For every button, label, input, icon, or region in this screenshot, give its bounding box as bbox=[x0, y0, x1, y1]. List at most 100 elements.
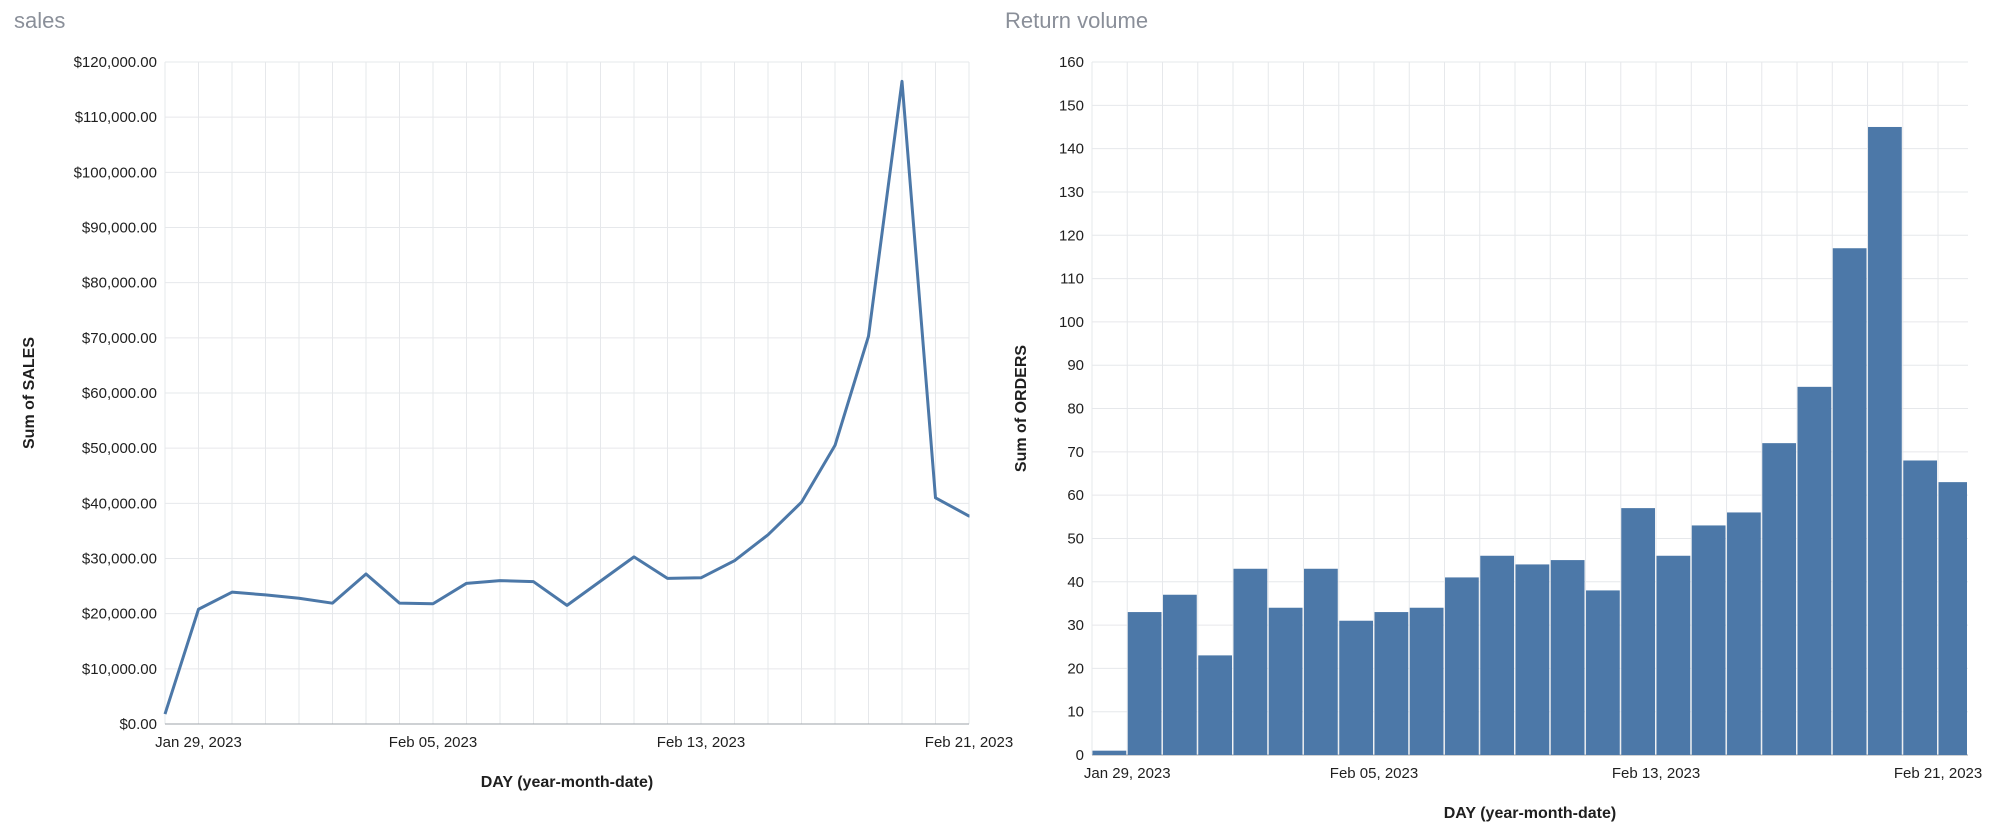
sales-y-tick-label: $100,000.00 bbox=[74, 164, 157, 181]
returns-bar bbox=[1938, 482, 1967, 755]
returns-bar bbox=[1621, 508, 1656, 755]
sales-data-point bbox=[464, 580, 470, 586]
sales-y-tick-label: $80,000.00 bbox=[82, 275, 157, 292]
sales-y-tick-label: $0.00 bbox=[119, 716, 157, 733]
returns-y-tick-label: 90 bbox=[1067, 357, 1084, 374]
returns-y-tick-label: 100 bbox=[1059, 314, 1084, 331]
sales-data-point bbox=[665, 575, 671, 581]
returns-bar bbox=[1550, 560, 1585, 755]
sales-y-tick-label: $30,000.00 bbox=[82, 551, 157, 568]
returns-y-tick-label: 70 bbox=[1067, 444, 1084, 461]
sales-x-tick-label: Feb 13, 2023 bbox=[657, 734, 745, 751]
sales-data-point bbox=[430, 601, 436, 607]
returns-y-tick-label: 30 bbox=[1067, 617, 1084, 634]
sales-data-point bbox=[933, 495, 939, 501]
returns-bar bbox=[1163, 594, 1197, 755]
returns-bar bbox=[1409, 607, 1444, 755]
sales-data-point bbox=[799, 499, 805, 505]
returns-y-tick-label: 110 bbox=[1060, 271, 1084, 288]
returns-bar bbox=[1727, 512, 1761, 755]
returns-y-tick-label: 60 bbox=[1067, 487, 1084, 504]
sales-data-point bbox=[229, 589, 235, 595]
sales-y-axis-title: Sum of SALES bbox=[21, 337, 38, 449]
sales-data-point bbox=[196, 606, 202, 612]
sales-data-point bbox=[397, 600, 403, 606]
returns-y-tick-label: 160 bbox=[1059, 54, 1084, 71]
sales-data-point bbox=[363, 571, 369, 577]
sales-x-axis-title: DAY (year-month-date) bbox=[481, 774, 653, 791]
returns-y-axis-title: Sum of ORDERS bbox=[1013, 345, 1030, 472]
sales-data-point bbox=[631, 554, 637, 560]
sales-data-point bbox=[967, 513, 973, 519]
sales-data-point bbox=[263, 592, 269, 598]
sales-data-point bbox=[330, 600, 336, 606]
returns-bar bbox=[1762, 443, 1797, 755]
returns-y-tick-label: 50 bbox=[1067, 530, 1084, 547]
sales-x-tick-label: Feb 21, 2023 bbox=[925, 734, 1013, 751]
returns-y-tick-label: 40 bbox=[1067, 574, 1084, 591]
returns-bar bbox=[1903, 460, 1938, 755]
sales-y-tick-label: $40,000.00 bbox=[82, 495, 157, 512]
returns-y-tick-label: 20 bbox=[1067, 660, 1084, 677]
sales-y-tick-label: $20,000.00 bbox=[82, 606, 157, 623]
sales-data-point bbox=[296, 595, 302, 601]
returns-bar bbox=[1797, 386, 1832, 755]
returns-bar bbox=[1268, 607, 1303, 755]
sales-data-point bbox=[765, 532, 771, 538]
returns-bar bbox=[1233, 568, 1268, 755]
returns-x-tick-label: Feb 13, 2023 bbox=[1612, 765, 1700, 782]
sales-data-point bbox=[162, 711, 168, 717]
returns-bar bbox=[1304, 568, 1338, 755]
return-volume-chart-panel: Return volume 0 10 20 30 40 50 60 70 80 90 100 110 1… bbox=[1005, 8, 1982, 822]
returns-bar bbox=[1832, 248, 1867, 756]
sales-data-point bbox=[598, 578, 604, 584]
returns-bar bbox=[1656, 555, 1691, 755]
returns-x-tick-label: Jan 29, 2023 bbox=[1084, 765, 1171, 782]
sales-line-chart: $0.00 $10,000.00 $20,000.00 $30,000.00 $40,0… bbox=[21, 54, 1013, 791]
return-volume-bar-chart: 0 10 20 30 40 50 60 70 80 90 100 110 120 130 140 150 160… bbox=[1013, 54, 1982, 822]
returns-y-tick-label: 150 bbox=[1059, 97, 1084, 114]
returns-y-tick-label: 80 bbox=[1067, 401, 1084, 418]
sales-x-tick-label: Feb 05, 2023 bbox=[389, 734, 477, 751]
returns-bar bbox=[1092, 750, 1127, 755]
returns-y-tick-label: 130 bbox=[1059, 184, 1084, 201]
returns-bar bbox=[1127, 612, 1162, 755]
sales-x-tick-label: Jan 29, 2023 bbox=[155, 734, 242, 751]
returns-bar bbox=[1198, 655, 1232, 755]
sales-data-point bbox=[732, 558, 738, 564]
returns-x-tick-label: Feb 05, 2023 bbox=[1330, 765, 1418, 782]
returns-bar bbox=[1445, 577, 1479, 755]
returns-y-tick-label: 140 bbox=[1059, 141, 1084, 158]
sales-data-point bbox=[698, 575, 704, 581]
returns-bar bbox=[1480, 555, 1515, 755]
sales-data-point bbox=[899, 78, 905, 84]
returns-x-tick-label: Feb 21, 2023 bbox=[1894, 765, 1982, 782]
sales-data-point bbox=[564, 602, 570, 608]
returns-bar bbox=[1515, 564, 1550, 755]
sales-series-line bbox=[163, 79, 971, 715]
return-volume-chart-title: Return volume bbox=[1005, 8, 1148, 33]
returns-bar bbox=[1339, 620, 1374, 755]
returns-bar bbox=[1691, 525, 1726, 755]
sales-data-point bbox=[497, 578, 503, 584]
returns-y-tick-label: 10 bbox=[1067, 704, 1084, 721]
sales-data-point bbox=[531, 579, 537, 585]
sales-y-tick-label: $50,000.00 bbox=[82, 440, 157, 457]
sales-data-point bbox=[832, 442, 838, 448]
returns-y-tick-label: 0 bbox=[1076, 747, 1084, 764]
returns-y-tick-label: 120 bbox=[1059, 227, 1084, 244]
returns-x-axis-title: DAY (year-month-date) bbox=[1444, 805, 1616, 822]
sales-chart-title: sales bbox=[14, 8, 65, 33]
returns-bar bbox=[1868, 126, 1902, 756]
sales-y-tick-label: $10,000.00 bbox=[82, 661, 157, 678]
returns-bar bbox=[1586, 590, 1620, 755]
sales-y-tick-label: $60,000.00 bbox=[82, 385, 157, 402]
sales-y-tick-label: $110,000.00 bbox=[75, 109, 157, 126]
sales-y-tick-label: $90,000.00 bbox=[82, 220, 157, 237]
sales-data-point bbox=[866, 333, 872, 339]
sales-chart-panel: sales $0.00 $10,000.00 $20,000.00 $30,000.0… bbox=[14, 8, 1013, 791]
sales-y-tick-label: $70,000.00 bbox=[82, 330, 157, 347]
returns-bar bbox=[1374, 612, 1409, 755]
sales-y-tick-label: $120,000.00 bbox=[74, 54, 157, 71]
